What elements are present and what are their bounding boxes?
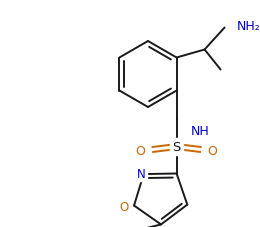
Text: S: S — [172, 140, 181, 153]
Text: N: N — [137, 167, 146, 180]
Text: NH: NH — [191, 124, 209, 137]
Text: O: O — [207, 144, 217, 157]
Text: O: O — [136, 144, 146, 157]
Text: CH₃: CH₃ — [105, 226, 127, 227]
Text: NH₂: NH₂ — [237, 20, 260, 33]
Text: O: O — [120, 200, 129, 213]
